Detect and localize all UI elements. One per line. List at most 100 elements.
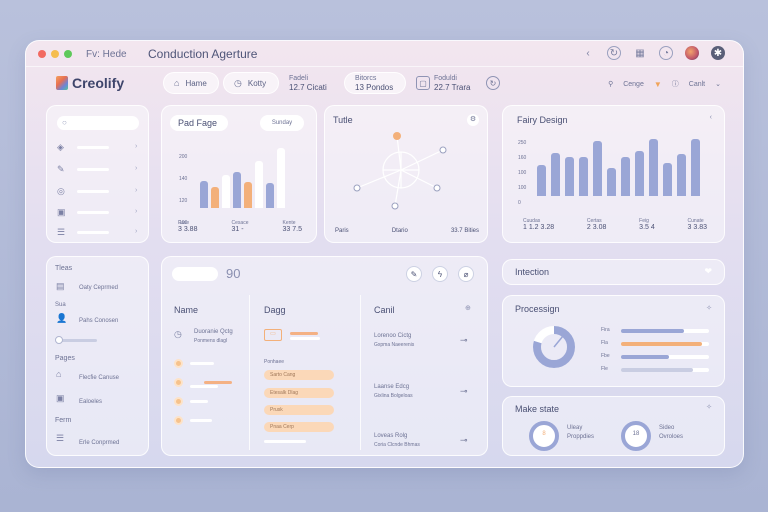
search-icon: ○ <box>62 118 67 127</box>
settings-icon[interactable]: ⚙ <box>467 114 479 126</box>
chevron-down-icon[interactable]: ▼ <box>653 79 662 89</box>
tag-chip[interactable]: Sarto Cang <box>264 370 334 380</box>
sidebar-item-5[interactable] <box>77 231 109 234</box>
tag-chip[interactable]: Prusk <box>264 405 334 415</box>
toggle-pill[interactable] <box>172 267 218 281</box>
bolt-icon[interactable]: ϟ <box>432 266 448 282</box>
heart-icon[interactable]: ❤ <box>704 266 712 276</box>
more-icon[interactable]: ✧ <box>706 404 712 411</box>
chart-bar <box>691 139 700 196</box>
row-line <box>190 362 214 365</box>
status-dot <box>174 397 183 406</box>
left-item[interactable]: Erle Conprmed <box>79 440 120 446</box>
row-subtitle: Coria Clcnde Bhmas <box>374 442 420 448</box>
footer-label: Cunate <box>687 218 704 224</box>
row-line <box>190 419 212 422</box>
y-axis-ticks: 250 160 100 100 0 <box>518 136 526 211</box>
header-right-1[interactable]: Cenge <box>623 80 644 88</box>
sync-icon[interactable]: ↻ <box>486 76 500 90</box>
brand-logo[interactable]: Creolify <box>56 75 124 91</box>
card-title: Tutle <box>333 115 353 125</box>
bell-icon[interactable]: ◔ <box>659 46 673 60</box>
nav-home-label: Hame <box>185 78 207 88</box>
progress-fill <box>621 368 694 372</box>
toggle-icon[interactable]: ⊸ <box>460 386 468 396</box>
slider-thumb[interactable] <box>55 336 63 344</box>
chart-bar <box>255 160 263 208</box>
sidebar-search-input[interactable]: ○ <box>57 116 139 130</box>
info-icon[interactable]: ⓘ <box>671 81 679 88</box>
left-item[interactable]: Flecfie Canuse <box>79 375 120 381</box>
nav-home-button[interactable]: ⌂ Hame <box>163 72 219 94</box>
y-axis-ticks: 200 140 120 100 <box>179 146 187 234</box>
toggle-icon[interactable]: ⊸ <box>460 335 468 345</box>
more-icon[interactable]: ✧ <box>706 305 712 312</box>
tag-chip[interactable]: Etesalk Dlag <box>264 388 334 398</box>
window-controls <box>38 50 72 58</box>
fairy-chart-card: Fairy Design ‹ 250 160 100 100 0 Cuudas 1… <box>502 105 725 243</box>
row-line <box>204 381 232 384</box>
footer-value: 33 7.5 <box>282 226 302 233</box>
y-tick: 200 <box>179 154 188 160</box>
layers-icon: ◈ <box>57 142 64 152</box>
grid-icon[interactable]: ▦ <box>635 47 645 59</box>
footer-stat: Feig 3.5 4 <box>639 218 655 231</box>
progress-fill <box>621 355 670 359</box>
chart-bar <box>200 180 208 208</box>
calendar-icon: ▢ <box>416 76 430 90</box>
minimize-dot[interactable] <box>51 50 59 58</box>
footer-stat: Cuudas 1 1.2 3.28 <box>523 218 554 231</box>
row-title: Laanse Edcg <box>374 384 410 390</box>
header-stat-2[interactable]: Bitorcs 13 Pondos <box>344 72 406 94</box>
app-window: Fv: Hede Conduction Agerture ‹ ↻ ▦ ◔ ✱ C… <box>25 40 744 468</box>
left-item[interactable]: Ealoeles <box>79 399 103 405</box>
window-tab[interactable]: Fv: Hede <box>86 49 127 60</box>
chart-footer: Cuudas 1 1.2 3.28 Certas 2 3.08 Feig 3.5 4 … <box>523 218 707 231</box>
left-item[interactable]: Oaty Ceprmed <box>79 285 119 291</box>
left-item[interactable]: Pahs Conosen <box>79 318 119 324</box>
home-icon: ⌂ <box>174 78 180 88</box>
header-right: ⚲ Cenge ▼ ⓘ Canlt ⌄ <box>608 79 721 89</box>
toggle-icon[interactable]: ⊸ <box>460 435 468 445</box>
y-tick: 100 <box>518 170 527 176</box>
avatar[interactable] <box>685 46 699 60</box>
footer-value: 33.7 Bities <box>450 228 479 234</box>
chart-bar <box>266 183 274 208</box>
clock-icon: ◷ <box>234 77 242 88</box>
y-tick: 120 <box>179 198 188 204</box>
nav-kotty-label: Kotty <box>247 78 267 88</box>
dark-mode-icon[interactable]: ✱ <box>711 46 725 60</box>
chart-bar <box>579 157 588 196</box>
title-bar-icons: ‹ ↻ ▦ ◔ ✱ <box>581 46 725 60</box>
row-title: Loveas Rolg <box>374 433 408 439</box>
refresh-icon[interactable]: ↻ <box>607 46 621 60</box>
sidebar-item-2[interactable] <box>77 168 109 171</box>
chevron-right-icon: › <box>135 208 138 215</box>
intection-card[interactable]: Intection ❤ <box>502 259 725 285</box>
close-dot[interactable] <box>38 50 46 58</box>
chart-bar <box>277 148 285 208</box>
chart-bar <box>233 172 241 208</box>
chart-bar <box>607 168 616 196</box>
more-icon[interactable]: ‹ <box>709 114 712 121</box>
maximize-dot[interactable] <box>64 50 72 58</box>
add-icon[interactable]: ⊕ <box>465 305 471 312</box>
chart-footer: Fase 3 3.88 Cesace 31 - Kente 33 7.5 <box>178 220 302 233</box>
chart-bar <box>211 186 219 208</box>
slider[interactable] <box>55 336 97 344</box>
edit-icon[interactable]: ✎ <box>406 266 422 282</box>
brand-name: Creolify <box>72 75 125 91</box>
link-icon[interactable]: ⌀ <box>458 266 474 282</box>
back-icon[interactable]: ‹ <box>586 47 590 59</box>
filter-icon[interactable]: ⚲ <box>608 81 614 88</box>
header-right-2[interactable]: Canlt <box>688 80 706 88</box>
tag-chip[interactable]: Pnaa Cerp <box>264 422 334 432</box>
footer-value: 31 - <box>231 226 244 233</box>
nav-kotty-button[interactable]: ◷ Kotty <box>223 72 279 94</box>
chevron-down-icon[interactable]: ⌄ <box>715 81 721 88</box>
sidebar-item-3[interactable] <box>77 190 109 193</box>
sidebar-item-4[interactable] <box>77 211 109 214</box>
period-select[interactable]: Sunday <box>260 115 304 131</box>
sidebar-item-1[interactable] <box>77 146 109 149</box>
card-title: Fairy Design <box>517 115 568 125</box>
